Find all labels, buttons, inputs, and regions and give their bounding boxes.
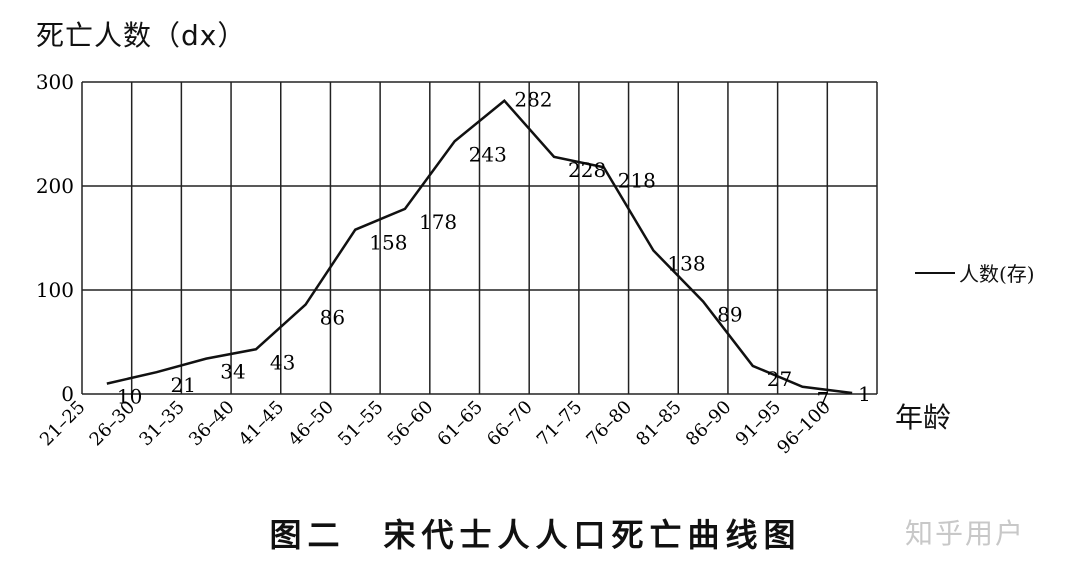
y-axis-label: 死亡人数（dx） <box>36 19 247 52</box>
x-tick-label: 31–35 <box>135 397 189 451</box>
data-label: 27 <box>767 367 792 391</box>
y-tick-label: 200 <box>36 174 74 198</box>
x-tick-label: 51–55 <box>334 397 388 451</box>
legend-line-swatch <box>915 271 955 274</box>
chart-title: 图二 宋代士人人口死亡曲线图 <box>269 516 802 554</box>
data-label: 89 <box>717 302 742 326</box>
legend-series-label: 人数(存) <box>959 262 1035 286</box>
x-axis-label: 年龄 <box>895 401 952 434</box>
data-label: 158 <box>369 231 407 255</box>
data-label: 228 <box>568 158 606 182</box>
y-tick-label: 0 <box>61 382 74 406</box>
legend: 人数(存) <box>915 258 1035 287</box>
x-tick-label: 81–85 <box>632 397 686 451</box>
x-tick-label: 56–60 <box>384 397 438 451</box>
x-tick-label: 71–75 <box>533 397 587 451</box>
data-label: 1 <box>858 382 871 406</box>
y-tick-label: 300 <box>36 70 74 94</box>
data-label: 86 <box>320 306 345 330</box>
x-tick-label: 76–80 <box>582 397 636 451</box>
x-tick-label: 61–65 <box>433 397 487 451</box>
y-axis-ticks: 0 100 200 300 <box>36 70 74 406</box>
chart-grid <box>81 81 878 395</box>
data-label: 243 <box>469 142 507 166</box>
data-label: 178 <box>419 210 457 234</box>
data-label: 21 <box>171 373 196 397</box>
x-axis-ticks: 21–2526–3031–3536–4041–4546–5051–5556–60… <box>36 397 835 459</box>
watermark: 知乎用户 <box>905 517 1026 550</box>
data-label: 10 <box>117 385 142 409</box>
x-tick-label: 66–70 <box>483 397 537 451</box>
data-labels: 10 21 34 43 86 158 178 243 282 228 218 138 89 27 7 1 <box>117 88 871 412</box>
data-label: 34 <box>220 360 245 384</box>
series-line <box>106 98 853 395</box>
x-tick-label: 41–45 <box>235 397 289 451</box>
data-label: 43 <box>270 350 295 374</box>
x-tick-label: 86–90 <box>682 397 736 451</box>
x-tick-label: 46–50 <box>284 397 338 451</box>
y-tick-label: 100 <box>36 278 74 302</box>
data-label: 7 <box>816 388 829 412</box>
x-tick-label: 36–40 <box>185 397 239 451</box>
data-label: 138 <box>667 251 705 275</box>
data-label: 218 <box>618 168 656 192</box>
data-label: 282 <box>514 88 552 112</box>
